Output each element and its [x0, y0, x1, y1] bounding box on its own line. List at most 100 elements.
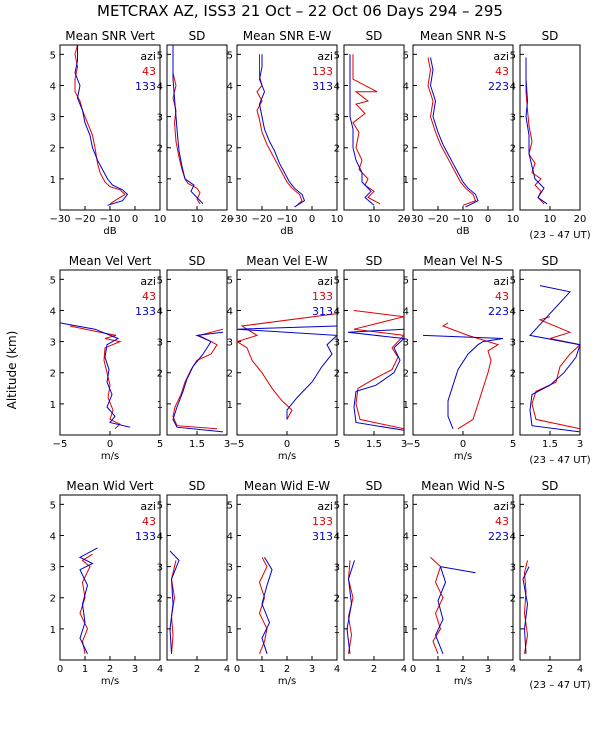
x-tick-label: 0 — [309, 214, 315, 225]
y-tick-label: 3 — [403, 113, 409, 124]
y-tick-label: 4 — [157, 531, 163, 542]
y-tick-label: 5 — [334, 500, 340, 511]
sd-panel-vel-1: 1.5 3 1 2 3 4 5 SD — [157, 254, 231, 450]
y-tick-label: 2 — [510, 594, 516, 605]
y-tick-label: 2 — [403, 369, 409, 380]
legend-header: azi — [140, 50, 156, 63]
red-series-line — [523, 560, 529, 654]
x-tick-label: 10 — [154, 214, 167, 225]
red-series-line — [74, 44, 126, 205]
sd-panel-wid-3: 2 4 1 2 3 4 5 SD — [510, 479, 584, 675]
x-tick-label: 2 — [460, 664, 466, 675]
x-axis-label: m/s — [278, 451, 296, 462]
x-tick-label: −5 — [53, 439, 68, 450]
legend-blue-azimuth: 133 — [135, 530, 156, 543]
y-tick-label: 5 — [50, 275, 56, 286]
x-tick-label: 10 — [368, 214, 381, 225]
y-tick-label: 2 — [157, 594, 163, 605]
sd-panel-wid-1: 2 4 1 2 3 4 5 SD — [157, 479, 231, 675]
x-tick-label: 3 — [485, 664, 491, 675]
y-tick-label: 5 — [334, 50, 340, 61]
panel-title: SD — [366, 479, 383, 493]
legend-header: azi — [140, 275, 156, 288]
y-tick-label: 4 — [50, 81, 56, 92]
y-tick-label: 5 — [510, 500, 516, 511]
blue-series-line — [434, 565, 476, 654]
y-tick-label: 5 — [157, 50, 163, 61]
panel-title: SD — [542, 254, 559, 268]
x-tick-label: 0 — [132, 214, 138, 225]
y-tick-label: 3 — [157, 338, 163, 349]
y-tick-label: 1 — [403, 175, 409, 186]
y-tick-label: 5 — [227, 275, 233, 286]
y-tick-label: 3 — [227, 563, 233, 574]
panel-title: SD — [366, 29, 383, 43]
panel-title: SD — [189, 479, 206, 493]
red-series-line — [441, 322, 500, 430]
blue-series-line — [59, 322, 131, 428]
y-tick-label: 4 — [227, 81, 233, 92]
y-tick-label: 3 — [403, 563, 409, 574]
x-tick-label: 5 — [334, 439, 340, 450]
legend-header: azi — [317, 50, 333, 63]
red-series-line — [256, 54, 303, 206]
legend-header: azi — [493, 50, 509, 63]
y-tick-label: 1 — [50, 400, 56, 411]
x-tick-label: 1 — [435, 664, 441, 675]
panel-title: SD — [542, 479, 559, 493]
y-tick-label: 3 — [510, 338, 516, 349]
y-tick-label: 2 — [227, 144, 233, 155]
x-tick-label: 1.5 — [366, 439, 382, 450]
red-series-line — [172, 328, 224, 430]
blue-series-line — [261, 557, 273, 654]
x-tick-label: −30 — [402, 214, 423, 225]
y-tick-label: 3 — [227, 338, 233, 349]
x-tick-label: 4 — [577, 664, 583, 675]
y-tick-label: 1 — [50, 175, 56, 186]
y-tick-label: 2 — [403, 144, 409, 155]
y-tick-label: 1 — [510, 175, 516, 186]
y-tick-label: 4 — [50, 306, 56, 317]
x-tick-label: 10 — [191, 214, 204, 225]
x-tick-label: 2 — [107, 664, 113, 675]
x-tick-label: 4 — [224, 664, 230, 675]
blue-series-line — [349, 54, 375, 206]
panel-title: Mean Wid Vert — [66, 479, 153, 493]
x-tick-label: −30 — [226, 214, 247, 225]
red-series-line — [258, 557, 268, 654]
x-tick-label: 5 — [157, 439, 163, 450]
x-axis-label: m/s — [454, 451, 472, 462]
y-tick-label: 2 — [157, 369, 163, 380]
y-tick-label: 1 — [157, 400, 163, 411]
y-tick-label: 2 — [50, 594, 56, 605]
plot-frame — [343, 494, 405, 661]
y-tick-label: 4 — [334, 306, 340, 317]
panel-title: SD — [366, 254, 383, 268]
x-tick-label: −5 — [406, 439, 421, 450]
y-tick-label: 5 — [510, 50, 516, 61]
x-tick-label: 0 — [107, 439, 113, 450]
legend-header: azi — [493, 275, 509, 288]
y-tick-label: 3 — [50, 338, 56, 349]
y-tick-label: 5 — [510, 275, 516, 286]
x-tick-label: 3 — [401, 439, 407, 450]
y-tick-label: 1 — [510, 400, 516, 411]
legend-red-azimuth: 133 — [312, 515, 333, 528]
legend-red-azimuth: 43 — [495, 65, 509, 78]
red-series-line — [427, 57, 477, 206]
y-tick-label: 4 — [510, 81, 516, 92]
panel-title: Mean Wid E-W — [244, 479, 330, 493]
y-tick-label: 4 — [403, 81, 409, 92]
legend-header: azi — [317, 500, 333, 513]
x-tick-label: −10 — [276, 214, 297, 225]
legend-header: azi — [140, 500, 156, 513]
y-tick-label: 4 — [227, 306, 233, 317]
legend-header: azi — [493, 500, 509, 513]
x-tick-label: 0 — [57, 664, 63, 675]
y-tick-label: 1 — [227, 400, 233, 411]
